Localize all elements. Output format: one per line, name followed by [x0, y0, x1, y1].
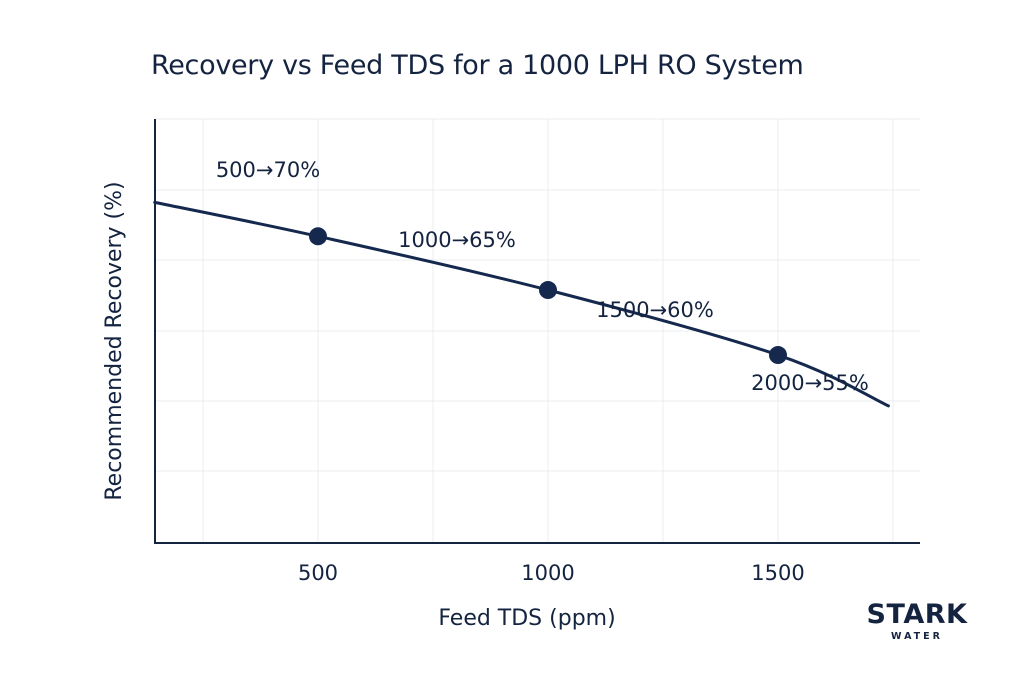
- annotations: 500→70% 1000→65% 1500→60% 2000→55%: [216, 158, 869, 395]
- chart-title: Recovery vs Feed TDS for a 1000 LPH RO S…: [151, 50, 804, 81]
- x-tick-labels: 500 1000 1500: [298, 561, 805, 585]
- axes: [154, 119, 920, 544]
- brand-logo: STARK WATER: [862, 599, 972, 643]
- data-annotation: 500→70%: [216, 158, 320, 182]
- brand-subtitle: WATER: [891, 631, 943, 642]
- x-tick-label: 1500: [751, 561, 804, 585]
- data-annotation: 1500→60%: [596, 298, 714, 322]
- y-axis-label: Recommended Recovery (%): [102, 181, 127, 500]
- brand-name: STARK: [866, 599, 968, 630]
- data-point: [309, 227, 327, 246]
- data-annotation: 1000→65%: [398, 228, 516, 252]
- data-point: [769, 346, 787, 365]
- data-annotation: 2000→55%: [751, 371, 869, 395]
- x-tick-label: 1000: [521, 561, 574, 585]
- data-point: [539, 281, 557, 300]
- x-tick-label: 500: [298, 561, 338, 585]
- x-axis-label: Feed TDS (ppm): [438, 606, 615, 631]
- series: [153, 200, 890, 408]
- gridlines: [155, 118, 920, 543]
